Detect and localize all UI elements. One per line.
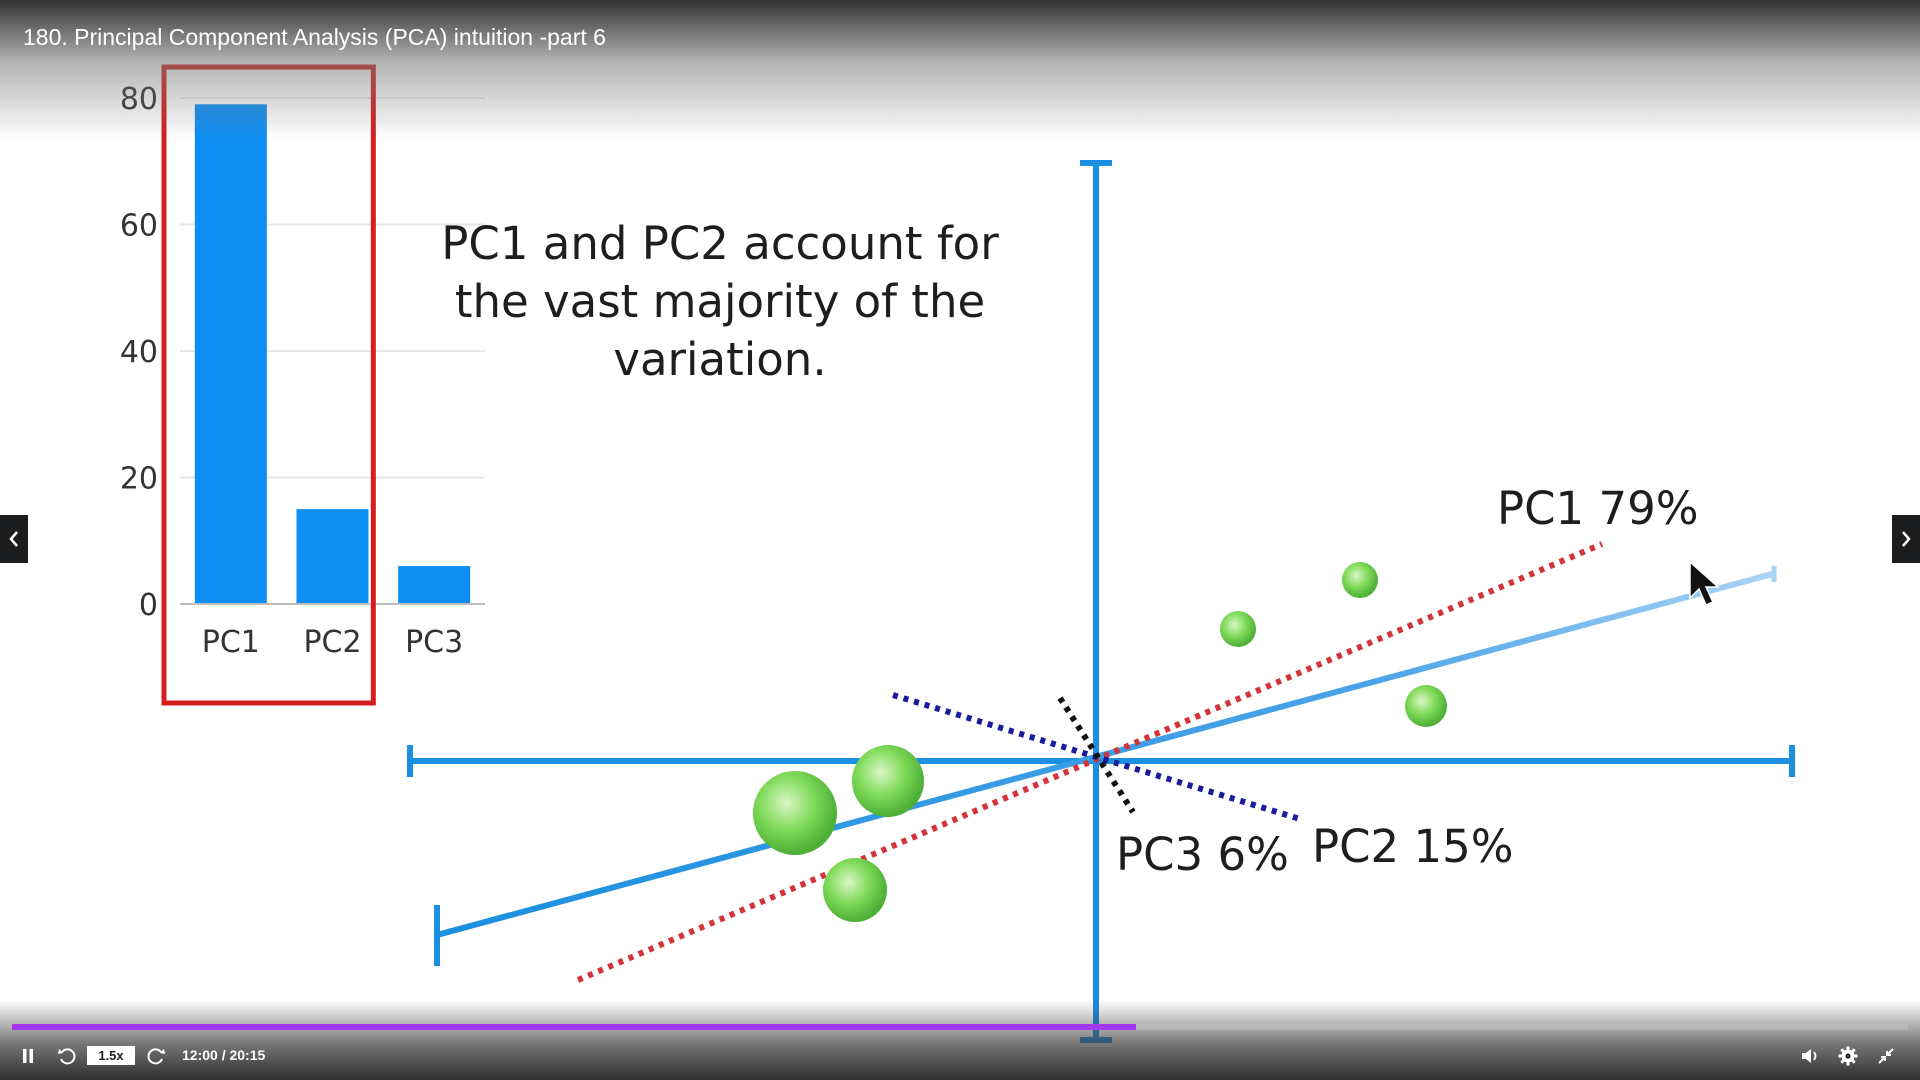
x-tick-label: PC1 xyxy=(202,625,260,660)
gear-icon xyxy=(1838,1046,1858,1066)
pc1-dotted-line xyxy=(576,541,1604,983)
data-point xyxy=(1405,685,1447,727)
data-point xyxy=(852,745,924,817)
controls-overlay xyxy=(0,1000,1920,1080)
player-controls: 1.5x 12:00 / 20:15 xyxy=(0,1036,1920,1076)
chevron-left-icon xyxy=(9,531,18,547)
settings-button[interactable] xyxy=(1834,1042,1862,1070)
pc3-variance-label: PC3 6% xyxy=(1116,828,1289,881)
y-tick-label: 0 xyxy=(139,588,158,623)
rewind-icon xyxy=(58,1048,76,1065)
chevron-right-icon xyxy=(1902,531,1911,547)
forward-button[interactable] xyxy=(142,1042,170,1070)
bar-pc3 xyxy=(398,566,471,604)
y-tick-label: 60 xyxy=(120,209,158,244)
next-lecture-button[interactable] xyxy=(1892,515,1920,563)
bar-pc1 xyxy=(194,104,267,604)
progress-bar[interactable] xyxy=(12,1024,1908,1030)
progress-bar-fill xyxy=(12,1024,1137,1030)
data-point xyxy=(1342,562,1378,598)
x-tick-label: PC3 xyxy=(405,625,463,660)
pc3-dotted-line xyxy=(1057,696,1136,814)
pause-button[interactable] xyxy=(14,1042,42,1070)
exit-fullscreen-icon xyxy=(1878,1048,1894,1064)
pc2-variance-label: PC2 15% xyxy=(1312,820,1514,873)
bar-pc2 xyxy=(296,509,369,604)
data-point xyxy=(823,858,887,922)
variance-bar-chart: 020406080PC1PC2PC3 xyxy=(120,64,485,706)
pause-icon xyxy=(23,1049,33,1063)
volume-icon xyxy=(1802,1049,1817,1063)
slide-caption: PC1 and PC2 account for the vast majorit… xyxy=(420,215,1020,389)
pc1-variance-label: PC1 79% xyxy=(1497,482,1699,535)
caption-line-2: the vast majority of the xyxy=(454,275,986,328)
rewind-button[interactable] xyxy=(53,1042,81,1070)
lecture-title: 180. Principal Component Analysis (PCA) … xyxy=(23,24,606,50)
caption-line-1: PC1 and PC2 account for xyxy=(441,217,999,270)
y-tick-label: 40 xyxy=(120,335,158,370)
caption-line-3: variation. xyxy=(613,333,827,386)
forward-icon xyxy=(147,1048,165,1065)
title-overlay xyxy=(0,0,1920,140)
mouse-cursor-icon xyxy=(1689,560,1720,606)
data-point xyxy=(1220,611,1256,647)
previous-lecture-button[interactable] xyxy=(0,515,28,563)
y-tick-label: 20 xyxy=(120,462,158,497)
volume-button[interactable] xyxy=(1796,1042,1824,1070)
x-tick-label: PC2 xyxy=(303,625,361,660)
time-display: 12:00 / 20:15 xyxy=(182,1047,266,1063)
data-point xyxy=(753,771,837,855)
playback-speed-button[interactable]: 1.5x xyxy=(87,1046,135,1065)
exit-fullscreen-button[interactable] xyxy=(1872,1042,1900,1070)
